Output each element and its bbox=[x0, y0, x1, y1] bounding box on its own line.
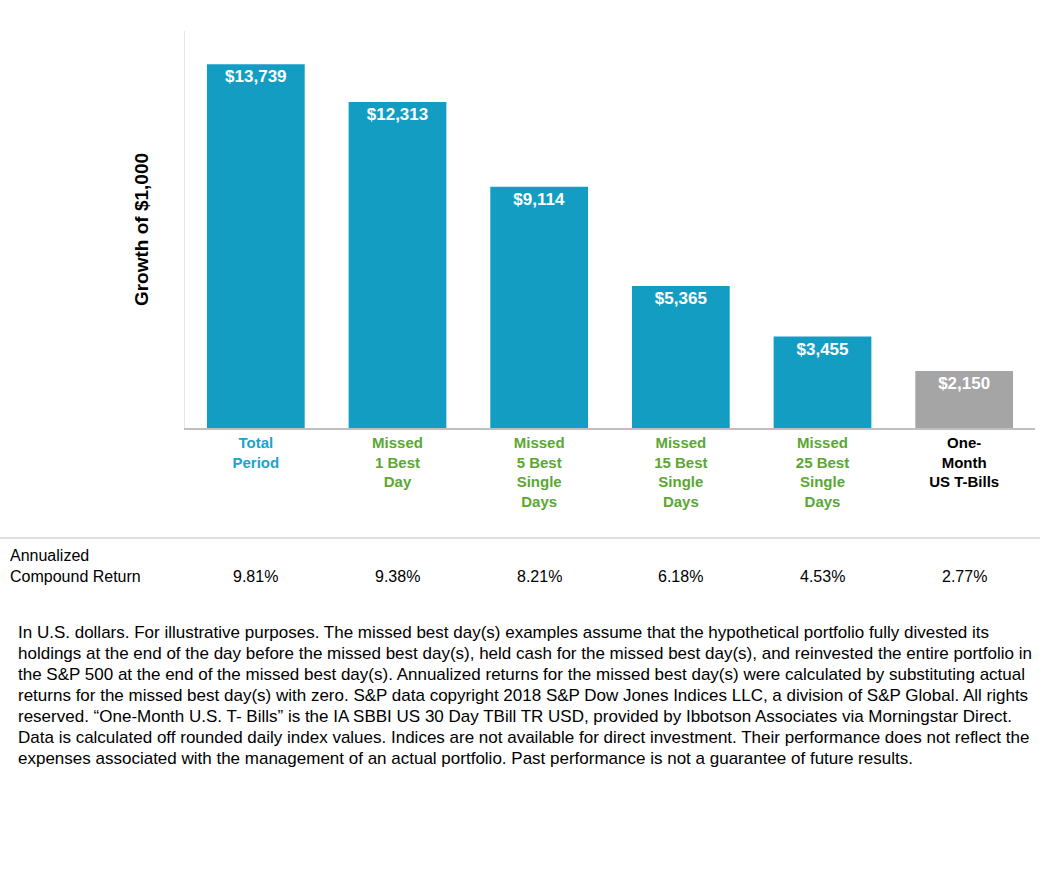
svg-text:8.21%: 8.21% bbox=[517, 568, 562, 585]
svg-text:TotalPeriod: TotalPeriod bbox=[232, 434, 279, 471]
svg-text:$5,365: $5,365 bbox=[655, 289, 707, 308]
svg-text:Missed15 BestSingleDays: Missed15 BestSingleDays bbox=[654, 434, 707, 510]
svg-text:$9,114: $9,114 bbox=[513, 190, 565, 209]
svg-text:9.38%: 9.38% bbox=[375, 568, 420, 585]
svg-text:Growth of $1,000: Growth of $1,000 bbox=[131, 153, 152, 306]
svg-text:Missed25 BestSingleDays: Missed25 BestSingleDays bbox=[796, 434, 849, 510]
svg-text:$2,150: $2,150 bbox=[938, 374, 990, 393]
svg-text:$3,455: $3,455 bbox=[797, 340, 849, 359]
svg-text:4.53%: 4.53% bbox=[800, 568, 845, 585]
svg-text:9.81%: 9.81% bbox=[233, 568, 278, 585]
svg-text:$12,313: $12,313 bbox=[367, 105, 428, 124]
svg-text:2.77%: 2.77% bbox=[942, 568, 987, 585]
svg-text:$13,739: $13,739 bbox=[225, 67, 286, 86]
svg-text:6.18%: 6.18% bbox=[658, 568, 703, 585]
svg-text:Missed5 BestSingleDays: Missed5 BestSingleDays bbox=[514, 434, 565, 510]
svg-text:One-MonthUS T-Bills: One-MonthUS T-Bills bbox=[929, 434, 999, 490]
html-text:In U.S. dollars. For illustrat: In U.S. dollars. For illustrative purpos… bbox=[18, 623, 1032, 768]
svg-text:Missed1 BestDay: Missed1 BestDay bbox=[372, 434, 423, 490]
svg-text:AnnualizedCompound Return: AnnualizedCompound Return bbox=[10, 547, 141, 585]
